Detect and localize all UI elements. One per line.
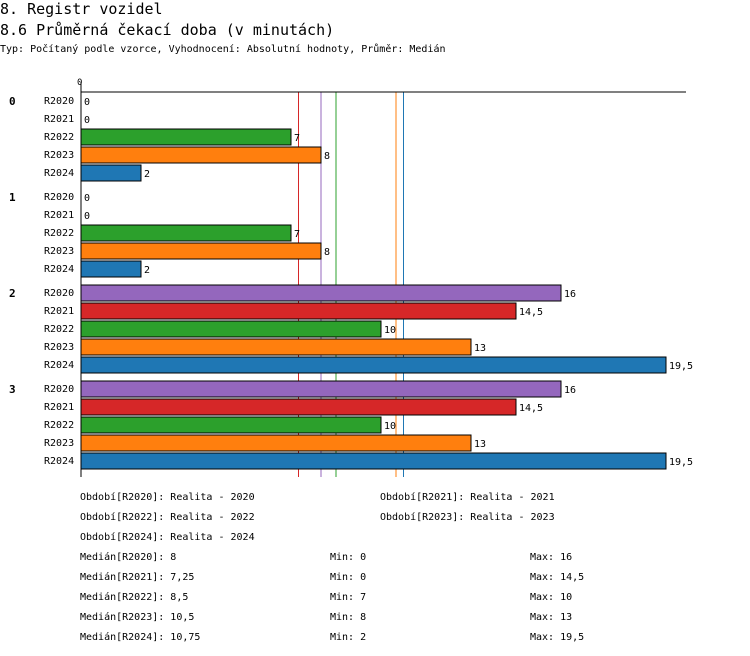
bar-r2022-group-2	[80, 320, 382, 338]
bar-r2024-group-3	[80, 452, 667, 470]
bar-value-label: 14,5	[519, 403, 543, 414]
legend-period-r2021: Období[R2021]: Realita - 2021	[380, 492, 555, 503]
stat-median-r2023: Medián[R2023]: 10,5	[80, 612, 195, 623]
bar-value-label: 8	[324, 151, 330, 162]
stat-min-r2022: Min: 7	[330, 592, 367, 603]
stat-median-r2024: Medián[R2024]: 10,75	[80, 632, 201, 643]
category-label: R2020	[44, 384, 74, 395]
stat-min-r2023: Min: 8	[330, 612, 367, 623]
bar-r2022-group-1	[80, 224, 292, 242]
category-label: R2023	[44, 438, 74, 449]
chart-title: 8.6 Průměrná čekací doba (v minutách)	[0, 21, 335, 39]
bar-r2023-group-1	[80, 242, 322, 260]
bar-value-label: 2	[144, 265, 150, 276]
bar-value-label: 16	[564, 289, 576, 300]
bar-value-label: 0	[84, 97, 90, 108]
bar-value-label: 16	[564, 385, 576, 396]
bar-value-label: 0	[84, 193, 90, 204]
stat-median-r2021: Medián[R2021]: 7,25	[80, 572, 195, 583]
bar-value-label: 2	[144, 169, 150, 180]
stat-min-r2021: Min: 0	[330, 572, 367, 583]
category-label: R2021	[44, 114, 74, 125]
bar-r2023-group-2	[80, 338, 472, 356]
stat-max-r2020: Max: 16	[530, 552, 573, 563]
bar-value-label: 19,5	[669, 361, 693, 372]
bar-r2024-group-2	[80, 356, 667, 374]
group-label-3: 3	[9, 383, 16, 396]
stat-median-r2022: Medián[R2022]: 8,5	[80, 592, 189, 603]
category-label: R2021	[44, 210, 74, 221]
category-label: R2022	[44, 228, 74, 239]
category-label: R2024	[44, 456, 74, 467]
bar-r2021-group-3	[80, 398, 517, 416]
x-tick-label: 0	[77, 78, 82, 88]
group-label-1: 1	[9, 191, 16, 204]
stat-max-r2023: Max: 13	[530, 612, 573, 623]
bar-value-label: 7	[294, 229, 300, 240]
bar-value-label: 7	[294, 133, 300, 144]
stat-min-r2024: Min: 2	[330, 632, 367, 643]
bar-value-label: 13	[474, 343, 486, 354]
section-title: 8. Registr vozidel	[0, 0, 163, 18]
bar-r2021-group-2	[80, 302, 517, 320]
stat-max-r2022: Max: 10	[530, 592, 573, 603]
legend-period-r2024: Období[R2024]: Realita - 2024	[80, 532, 255, 543]
bar-r2023-group-3	[80, 434, 472, 452]
category-label: R2021	[44, 306, 74, 317]
bar-value-label: 10	[384, 421, 396, 432]
bar-value-label: 14,5	[519, 307, 543, 318]
group-label-0: 0	[9, 95, 16, 108]
legend-period-r2022: Období[R2022]: Realita - 2022	[80, 512, 255, 523]
stat-median-r2020: Medián[R2020]: 8	[80, 552, 177, 563]
category-label: R2023	[44, 246, 74, 257]
category-label: R2023	[44, 150, 74, 161]
stat-max-r2024: Max: 19,5	[530, 632, 585, 643]
bar-value-label: 13	[474, 439, 486, 450]
chart-subtitle: Typ: Počítaný podle vzorce, Vyhodnocení:…	[0, 44, 446, 55]
stat-min-r2020: Min: 0	[330, 552, 367, 563]
legend-period-r2020: Období[R2020]: Realita - 2020	[80, 492, 255, 503]
category-label: R2024	[44, 360, 74, 371]
bar-r2022-group-3	[80, 416, 382, 434]
bar-value-label: 10	[384, 325, 396, 336]
legend-period-r2023: Období[R2023]: Realita - 2023	[380, 512, 555, 523]
category-label: R2024	[44, 264, 74, 275]
category-label: R2023	[44, 342, 74, 353]
stat-max-r2021: Max: 14,5	[530, 572, 585, 583]
bar-value-label: 0	[84, 211, 90, 222]
bar-r2023-group-0	[80, 146, 322, 164]
bar-r2024-group-1	[80, 260, 142, 278]
bar-value-label: 0	[84, 115, 90, 126]
bar-r2024-group-0	[80, 164, 142, 182]
bar-r2022-group-0	[80, 128, 292, 146]
category-label: R2024	[44, 168, 74, 179]
category-label: R2022	[44, 324, 74, 335]
bar-r2020-group-3	[80, 380, 562, 398]
category-label: R2021	[44, 402, 74, 413]
bar-value-label: 8	[324, 247, 330, 258]
category-label: R2020	[44, 96, 74, 107]
category-label: R2020	[44, 192, 74, 203]
category-label: R2020	[44, 288, 74, 299]
category-label: R2022	[44, 132, 74, 143]
bar-r2020-group-2	[80, 284, 562, 302]
group-label-2: 2	[9, 287, 16, 300]
bar-value-label: 19,5	[669, 457, 693, 468]
category-label: R2022	[44, 420, 74, 431]
